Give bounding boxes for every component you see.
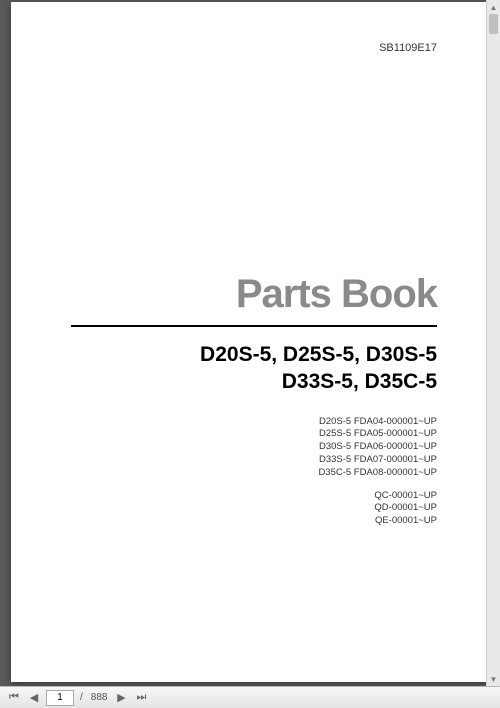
main-title: Parts Book	[71, 272, 437, 317]
title-divider	[71, 325, 437, 327]
serial-row: D25S-5 FDA05-000001~UP	[71, 428, 437, 441]
serial-row: D35C-5 FDA08-000001~UP	[71, 467, 437, 480]
vertical-scrollbar[interactable]: ▲ ▼	[486, 0, 500, 686]
serial-block: D20S-5 FDA04-000001~UP D25S-5 FDA05-0000…	[71, 416, 437, 529]
serial-row: QC-00001~UP	[71, 490, 437, 503]
scroll-down-icon[interactable]: ▼	[487, 672, 500, 686]
document-code: SB1109E17	[379, 42, 437, 54]
scroll-up-icon[interactable]: ▲	[487, 0, 500, 14]
page-separator: /	[78, 692, 85, 703]
serial-row: QD-00001~UP	[71, 502, 437, 515]
title-block: Parts Book D20S-5, D25S-5, D30S-5 D33S-5…	[71, 272, 437, 528]
models-line-1: D20S-5, D25S-5, D30S-5	[71, 341, 437, 368]
serial-row: D30S-5 FDA06-000001~UP	[71, 441, 437, 454]
page-number-input[interactable]	[46, 690, 74, 706]
prev-page-button[interactable]: ◀	[26, 690, 42, 706]
first-page-button[interactable]: ⏮	[6, 690, 22, 706]
pagination-toolbar: ⏮ ◀ / 888 ▶ ⏭	[0, 686, 500, 708]
viewer-background: SB1109E17 Parts Book D20S-5, D25S-5, D30…	[0, 0, 500, 708]
last-page-button[interactable]: ⏭	[133, 690, 149, 706]
serial-row: D33S-5 FDA07-000001~UP	[71, 454, 437, 467]
model-list: D20S-5, D25S-5, D30S-5 D33S-5, D35C-5	[71, 341, 437, 396]
document-page: SB1109E17 Parts Book D20S-5, D25S-5, D30…	[11, 2, 489, 682]
models-line-2: D33S-5, D35C-5	[71, 368, 437, 395]
scroll-thumb[interactable]	[489, 14, 498, 34]
next-page-button[interactable]: ▶	[113, 690, 129, 706]
serial-row: QE-00001~UP	[71, 515, 437, 528]
serial-row: D20S-5 FDA04-000001~UP	[71, 416, 437, 429]
total-pages: 888	[89, 692, 110, 703]
